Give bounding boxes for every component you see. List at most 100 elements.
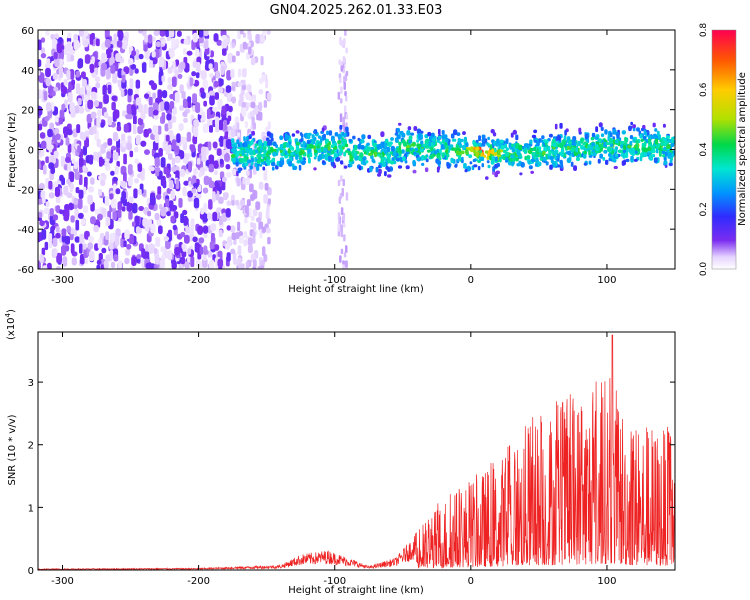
heatmap-cell (224, 242, 231, 250)
heatmap-cell (611, 157, 615, 162)
heatmap-cell (242, 32, 246, 38)
heatmap-cell (62, 256, 68, 267)
heatmap-cell (489, 144, 493, 150)
heatmap-cell (560, 162, 564, 169)
heatmap-cell (53, 150, 59, 158)
heatmap-cell (248, 46, 252, 55)
heatmap-cell (110, 170, 115, 176)
heatmap-cell (299, 132, 303, 136)
heatmap-cell (220, 78, 224, 86)
heatmap-cell (52, 248, 58, 257)
heatmap-cell (128, 211, 133, 220)
heatmap-cell (456, 158, 460, 162)
heatmap-cell (306, 139, 311, 145)
heatmap-cell (67, 143, 72, 153)
heatmap-cell (101, 52, 107, 63)
heatmap-cell (99, 156, 103, 167)
heatmap-cell (58, 67, 64, 78)
heatmap-cell (259, 163, 263, 167)
heatmap-cell (109, 232, 116, 241)
heatmap-cell (122, 39, 128, 50)
heatmap-cell (48, 162, 55, 170)
heatmap-cell (587, 144, 591, 149)
heatmap-cell (443, 134, 448, 139)
heatmap-cell (223, 192, 228, 201)
heatmap-cell (221, 105, 227, 116)
heatmap-cell (241, 101, 246, 108)
heatmap-cell (134, 158, 139, 164)
heatmap-cell (247, 244, 253, 254)
heatmap-cell (588, 160, 592, 165)
heatmap-cell (345, 95, 348, 102)
heatmap-cell (143, 104, 148, 115)
heatmap-cell (41, 196, 46, 204)
heatmap-cell (345, 47, 348, 54)
heatmap-cell (145, 262, 152, 269)
heatmap-cell (643, 147, 648, 154)
heatmap-cell (118, 260, 122, 269)
heatmap-cell (344, 91, 347, 97)
heatmap-cell (56, 266, 61, 269)
heatmap-cell (492, 132, 497, 137)
heatmap-cell (652, 122, 656, 128)
heatmap-cell (40, 37, 46, 43)
heatmap-cell (553, 150, 557, 156)
heatmap-cell (425, 144, 429, 149)
heatmap-cell (168, 30, 175, 38)
heatmap-cell (226, 110, 232, 118)
heatmap-cell (628, 148, 633, 154)
snr-y-tick-label: 3 (28, 378, 34, 389)
heatmap-cell (190, 218, 195, 228)
heatmap-cell (642, 135, 647, 140)
heatmap-cell (172, 224, 177, 231)
heatmap-cell (219, 119, 223, 131)
heatmap-cell (515, 157, 519, 162)
heatmap-cell (416, 157, 421, 162)
heatmap-cell (58, 58, 63, 66)
heatmap-cell (403, 153, 408, 157)
heatmap-cell (154, 167, 161, 173)
heatmap-cell (110, 145, 117, 151)
heatmap-cell (535, 157, 539, 163)
heatmap-cell (41, 247, 46, 256)
heatmap-cell (402, 156, 406, 162)
heatmap-cell (340, 248, 344, 255)
heatmap-cell (599, 147, 603, 152)
heatmap-cell (408, 139, 413, 144)
heatmap-cell (599, 153, 603, 159)
heatmap-cell (339, 77, 342, 84)
heatmap-cell (186, 131, 192, 142)
heatmap-xlabel: Height of straight line (km) (288, 284, 424, 295)
heatmap-cell (260, 158, 265, 162)
heatmap-cell (648, 138, 652, 145)
heatmap-cell (48, 233, 53, 243)
heatmap-cell (580, 137, 585, 143)
heatmap-cell (160, 101, 165, 112)
heatmap-cell (496, 138, 500, 144)
heatmap-cell (405, 144, 410, 149)
heatmap-cell (105, 231, 110, 240)
heatmap-cell (201, 91, 206, 99)
heatmap-cell (66, 192, 73, 199)
heatmap-cell (47, 262, 52, 269)
heatmap-cell (81, 71, 86, 79)
heatmap-cell (431, 138, 436, 142)
heatmap-cell (512, 129, 517, 135)
heatmap-cell (208, 163, 214, 173)
heatmap-cell (360, 139, 365, 144)
heatmap-cell (231, 232, 237, 241)
heatmap-cell (191, 71, 197, 77)
heatmap-cell (116, 40, 123, 48)
heatmap-cell (94, 58, 99, 70)
heatmap-cell (221, 176, 227, 183)
heatmap-cell (88, 235, 94, 243)
heatmap-cell (588, 149, 591, 156)
heatmap-cell (102, 84, 107, 96)
heatmap-cell (313, 167, 317, 171)
heatmap-cell (231, 168, 237, 176)
heatmap-cell (496, 149, 501, 155)
heatmap-cell (547, 138, 551, 142)
heatmap-cell (54, 58, 60, 68)
heatmap-cell (338, 144, 343, 150)
heatmap-cell (95, 219, 100, 227)
